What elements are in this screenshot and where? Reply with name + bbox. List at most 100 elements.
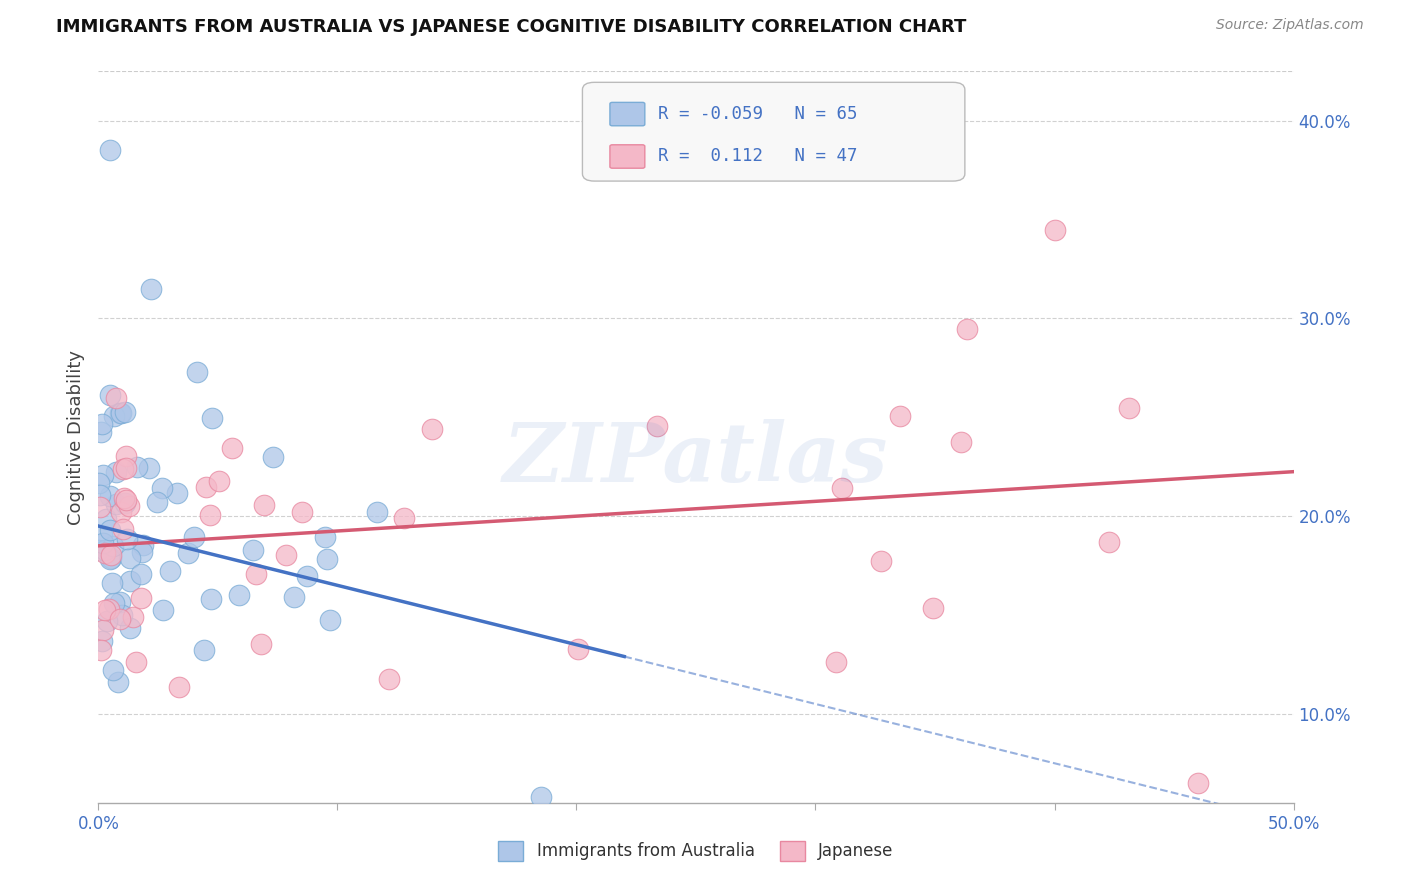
Point [89, 488, 111, 502]
Point [89, 500, 111, 514]
Point [200, 508, 222, 522]
Point [100, 551, 122, 566]
Point [146, 495, 169, 509]
Point [186, 365, 208, 379]
Point [97, 602, 120, 616]
Point [121, 610, 143, 624]
Point [94, 545, 117, 559]
Point [110, 505, 132, 519]
Point [96, 615, 118, 629]
FancyBboxPatch shape [610, 145, 645, 169]
Point [228, 588, 250, 602]
Point [91, 468, 114, 483]
Point [120, 550, 142, 565]
Point [831, 481, 853, 495]
Point [90, 643, 112, 657]
Point [114, 405, 136, 419]
Point [115, 492, 138, 507]
Point [221, 441, 243, 455]
Point [139, 282, 162, 296]
Point [104, 497, 127, 511]
Point [283, 591, 305, 605]
Point [159, 564, 181, 578]
Point [567, 642, 589, 657]
Point [112, 462, 135, 476]
Point [1187, 776, 1209, 790]
Point [318, 613, 340, 627]
Point [392, 510, 415, 524]
Point [378, 672, 401, 686]
Point [138, 461, 160, 475]
Point [103, 596, 125, 610]
Point [183, 530, 205, 544]
Point [98, 552, 121, 566]
Point [177, 546, 200, 560]
Point [115, 532, 138, 546]
Text: ZIPatlas: ZIPatlas [503, 419, 889, 499]
Point [193, 643, 215, 657]
Point [889, 409, 911, 423]
Point [366, 505, 388, 519]
Point [207, 474, 229, 488]
Point [114, 496, 136, 510]
Point [104, 465, 127, 479]
Text: R = -0.059   N = 65: R = -0.059 N = 65 [658, 105, 858, 123]
Point [101, 540, 124, 554]
Point [420, 422, 443, 436]
Point [131, 545, 153, 559]
Point [94, 512, 117, 526]
Point [103, 663, 125, 677]
Point [530, 789, 553, 804]
Point [104, 391, 127, 405]
Point [129, 591, 152, 606]
Point [870, 554, 893, 568]
Point [1043, 222, 1066, 236]
Text: R =  0.112   N = 47: R = 0.112 N = 47 [658, 147, 858, 166]
Point [115, 461, 138, 475]
Point [131, 537, 153, 551]
Point [200, 591, 222, 606]
Point [262, 450, 284, 464]
Point [955, 322, 977, 336]
Point [91, 634, 114, 648]
Point [250, 637, 273, 651]
Point [150, 481, 173, 495]
Point [118, 621, 141, 635]
Text: Source: ZipAtlas.com: Source: ZipAtlas.com [1216, 18, 1364, 32]
Point [91, 417, 114, 432]
Point [103, 409, 125, 424]
Point [120, 574, 142, 588]
Point [112, 491, 135, 505]
Point [100, 575, 122, 590]
Point [922, 601, 945, 615]
Point [115, 449, 138, 463]
Text: IMMIGRANTS FROM AUSTRALIA VS JAPANESE COGNITIVE DISABILITY CORRELATION CHART: IMMIGRANTS FROM AUSTRALIA VS JAPANESE CO… [56, 18, 966, 36]
Point [291, 504, 314, 518]
Point [111, 607, 134, 622]
Point [169, 681, 191, 695]
Point [90, 425, 112, 440]
FancyBboxPatch shape [610, 103, 645, 126]
Point [129, 566, 152, 581]
Point [108, 406, 131, 420]
Point [94, 603, 117, 617]
Point [824, 656, 846, 670]
Point [297, 569, 319, 583]
Point [91, 624, 114, 638]
Point [125, 459, 148, 474]
Point [314, 530, 336, 544]
Point [98, 144, 122, 158]
Point [1118, 401, 1140, 415]
Point [647, 418, 669, 433]
Point [242, 543, 264, 558]
Point [949, 435, 972, 450]
Point [90, 527, 112, 541]
Point [166, 485, 188, 500]
Point [94, 543, 117, 558]
Point [253, 498, 276, 512]
Legend: Immigrants from Australia, Japanese: Immigrants from Australia, Japanese [492, 834, 900, 868]
Point [276, 548, 298, 562]
Point [118, 500, 141, 514]
Point [108, 595, 131, 609]
Point [98, 523, 121, 537]
